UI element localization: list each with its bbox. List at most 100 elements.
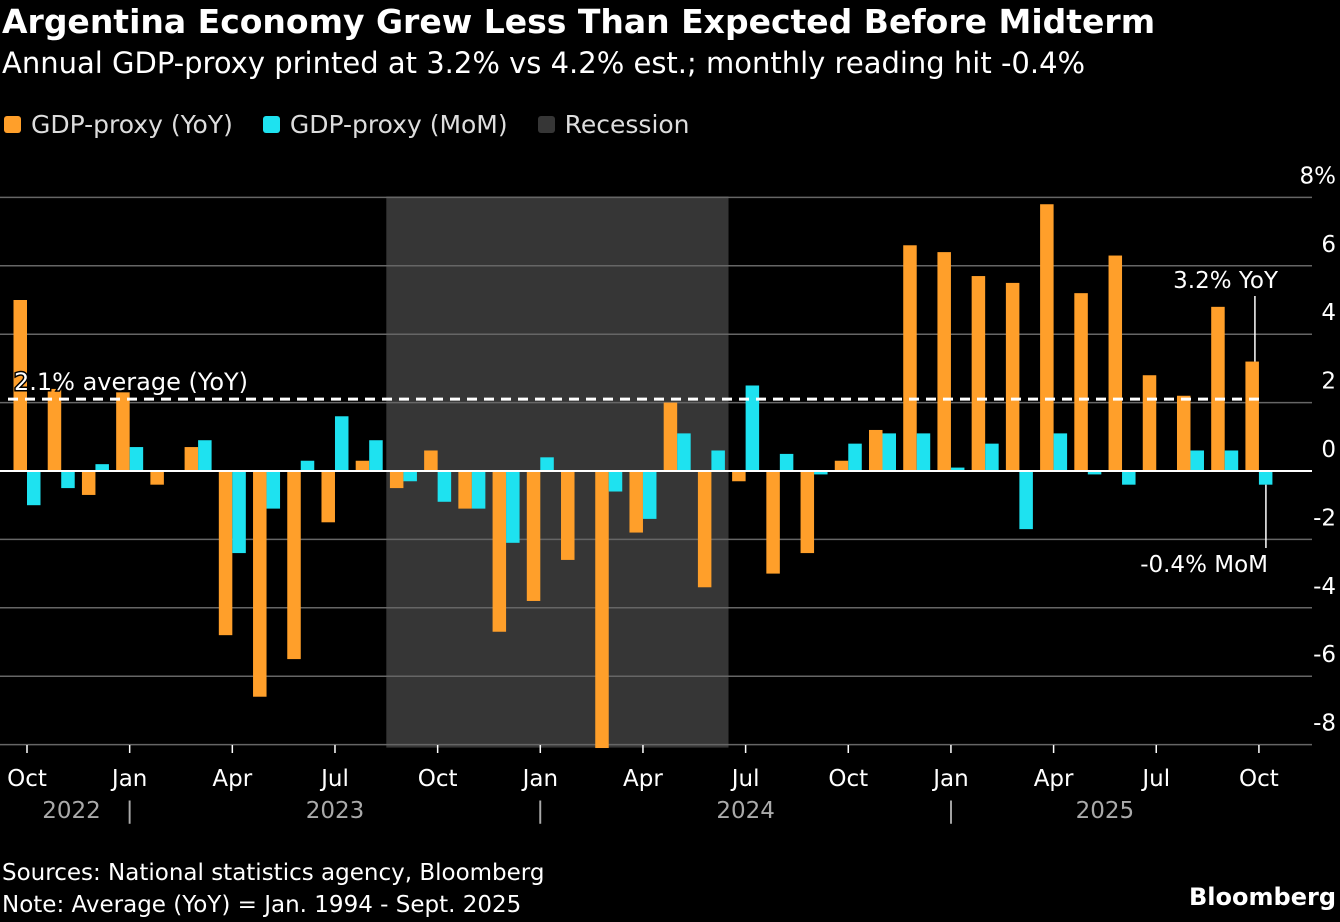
x-tick-label: Apr bbox=[212, 766, 252, 792]
chart-title: Argentina Economy Grew Less Than Expecte… bbox=[2, 2, 1156, 41]
bar-mom bbox=[1224, 450, 1239, 471]
bar-yoy bbox=[1108, 255, 1123, 471]
bar-mom bbox=[266, 471, 281, 509]
bar-yoy bbox=[1211, 306, 1225, 471]
bar-mom bbox=[129, 447, 144, 471]
legend-label: GDP-proxy (MoM) bbox=[289, 110, 508, 139]
bar-yoy bbox=[903, 245, 917, 471]
y-tick-label: 0 bbox=[1321, 437, 1336, 463]
bar-yoy bbox=[869, 429, 883, 471]
x-tick-label: Jan bbox=[521, 766, 558, 792]
bar-yoy bbox=[355, 460, 370, 471]
average-label: 2.1% average (YoY) bbox=[14, 368, 248, 396]
bar-mom bbox=[1019, 471, 1033, 530]
y-tick-label: -2 bbox=[1313, 505, 1336, 531]
bar-mom bbox=[814, 471, 828, 475]
legend-swatch-mom bbox=[262, 116, 280, 133]
x-tick-label: Jul bbox=[319, 766, 349, 792]
bar-yoy bbox=[81, 471, 96, 495]
bar-mom bbox=[985, 443, 999, 471]
bar-yoy bbox=[834, 460, 849, 471]
bar-yoy bbox=[971, 276, 986, 471]
bar-yoy bbox=[321, 471, 335, 523]
bar-mom bbox=[608, 471, 623, 492]
annotation-yoy: 3.2% YoY bbox=[1173, 268, 1279, 294]
year-label: 2025 bbox=[1076, 798, 1135, 824]
bar-mom bbox=[506, 471, 520, 543]
bar-yoy bbox=[526, 471, 541, 601]
y-tick-label: -8 bbox=[1313, 711, 1336, 737]
x-tick-label: Oct bbox=[418, 766, 458, 792]
bar-yoy bbox=[766, 471, 780, 574]
bar-mom bbox=[1258, 471, 1273, 485]
bar-yoy bbox=[218, 471, 233, 636]
bar-mom bbox=[882, 433, 896, 471]
bar-yoy bbox=[629, 471, 643, 533]
bar-mom bbox=[642, 471, 657, 519]
bar-yoy bbox=[697, 471, 712, 588]
bar-yoy bbox=[389, 471, 404, 489]
bar-mom bbox=[950, 467, 965, 471]
bloomberg-logo: Bloomberg bbox=[1189, 883, 1336, 911]
bar-yoy bbox=[937, 252, 951, 471]
bar-yoy bbox=[150, 471, 164, 485]
legend-label: Recession bbox=[564, 110, 690, 139]
bar-yoy bbox=[1245, 361, 1259, 471]
x-tick-label: Jul bbox=[730, 766, 760, 792]
bar-yoy bbox=[1142, 375, 1157, 471]
x-tick-label: Oct bbox=[1239, 766, 1279, 792]
bar-mom bbox=[334, 416, 349, 471]
bar-mom bbox=[232, 471, 246, 554]
bar-mom bbox=[471, 471, 486, 509]
bar-yoy bbox=[424, 450, 438, 471]
bar-yoy bbox=[1005, 282, 1020, 471]
sources-note: Sources: National statistics agency, Blo… bbox=[2, 860, 545, 886]
bar-yoy bbox=[458, 471, 472, 509]
y-tick-label: 8% bbox=[1300, 163, 1337, 189]
x-tick-label: Jul bbox=[1140, 766, 1170, 792]
bar-mom bbox=[677, 433, 691, 471]
bar-yoy bbox=[595, 471, 609, 749]
bar-mom bbox=[61, 471, 75, 489]
x-tick-label: Oct bbox=[7, 766, 47, 792]
bar-mom bbox=[848, 443, 862, 471]
year-label: 2024 bbox=[716, 798, 775, 824]
legend-item-yoy: GDP-proxy (YoY) bbox=[4, 110, 233, 139]
average-note: Note: Average (YoY) = Jan. 1994 - Sept. … bbox=[2, 892, 522, 918]
bar-yoy bbox=[1176, 395, 1191, 471]
bar-mom bbox=[745, 385, 760, 471]
bar-mom bbox=[27, 471, 41, 506]
bar-yoy bbox=[663, 402, 678, 471]
y-tick-label: -4 bbox=[1313, 574, 1336, 600]
bar-mom bbox=[540, 457, 554, 471]
bar-mom bbox=[1190, 450, 1204, 471]
chart-subtitle: Annual GDP-proxy printed at 3.2% vs 4.2%… bbox=[2, 46, 1086, 80]
bar-mom bbox=[198, 440, 212, 471]
annotation-mom: -0.4% MoM bbox=[1140, 552, 1268, 578]
bar-yoy bbox=[492, 471, 507, 632]
bar-yoy bbox=[184, 447, 199, 471]
bar-mom bbox=[300, 460, 315, 471]
y-tick-label: 4 bbox=[1321, 300, 1336, 326]
x-tick-label: Oct bbox=[828, 766, 868, 792]
legend-label: GDP-proxy (YoY) bbox=[31, 110, 233, 139]
bar-mom bbox=[403, 471, 417, 482]
bar-mom bbox=[437, 471, 452, 502]
year-label: 2023 bbox=[306, 798, 365, 824]
legend-swatch-yoy bbox=[4, 116, 21, 133]
year-separator: | bbox=[947, 798, 955, 824]
legend-item-mom: GDP-proxy (MoM) bbox=[262, 110, 508, 139]
x-tick-label: Apr bbox=[1034, 766, 1074, 792]
bar-mom bbox=[779, 453, 794, 471]
year-label: 2022 bbox=[42, 798, 101, 824]
bar-yoy bbox=[1074, 293, 1088, 471]
bar-mom bbox=[711, 450, 725, 471]
x-tick-label: Jan bbox=[931, 766, 968, 792]
bar-yoy bbox=[13, 300, 27, 471]
bar-mom bbox=[1053, 433, 1068, 471]
bar-yoy bbox=[1040, 204, 1054, 472]
bar-yoy bbox=[253, 471, 267, 697]
year-separator: | bbox=[536, 798, 544, 824]
x-tick-label: Jan bbox=[110, 766, 147, 792]
legend: GDP-proxy (YoY) GDP-proxy (MoM) Recessio… bbox=[4, 110, 690, 139]
